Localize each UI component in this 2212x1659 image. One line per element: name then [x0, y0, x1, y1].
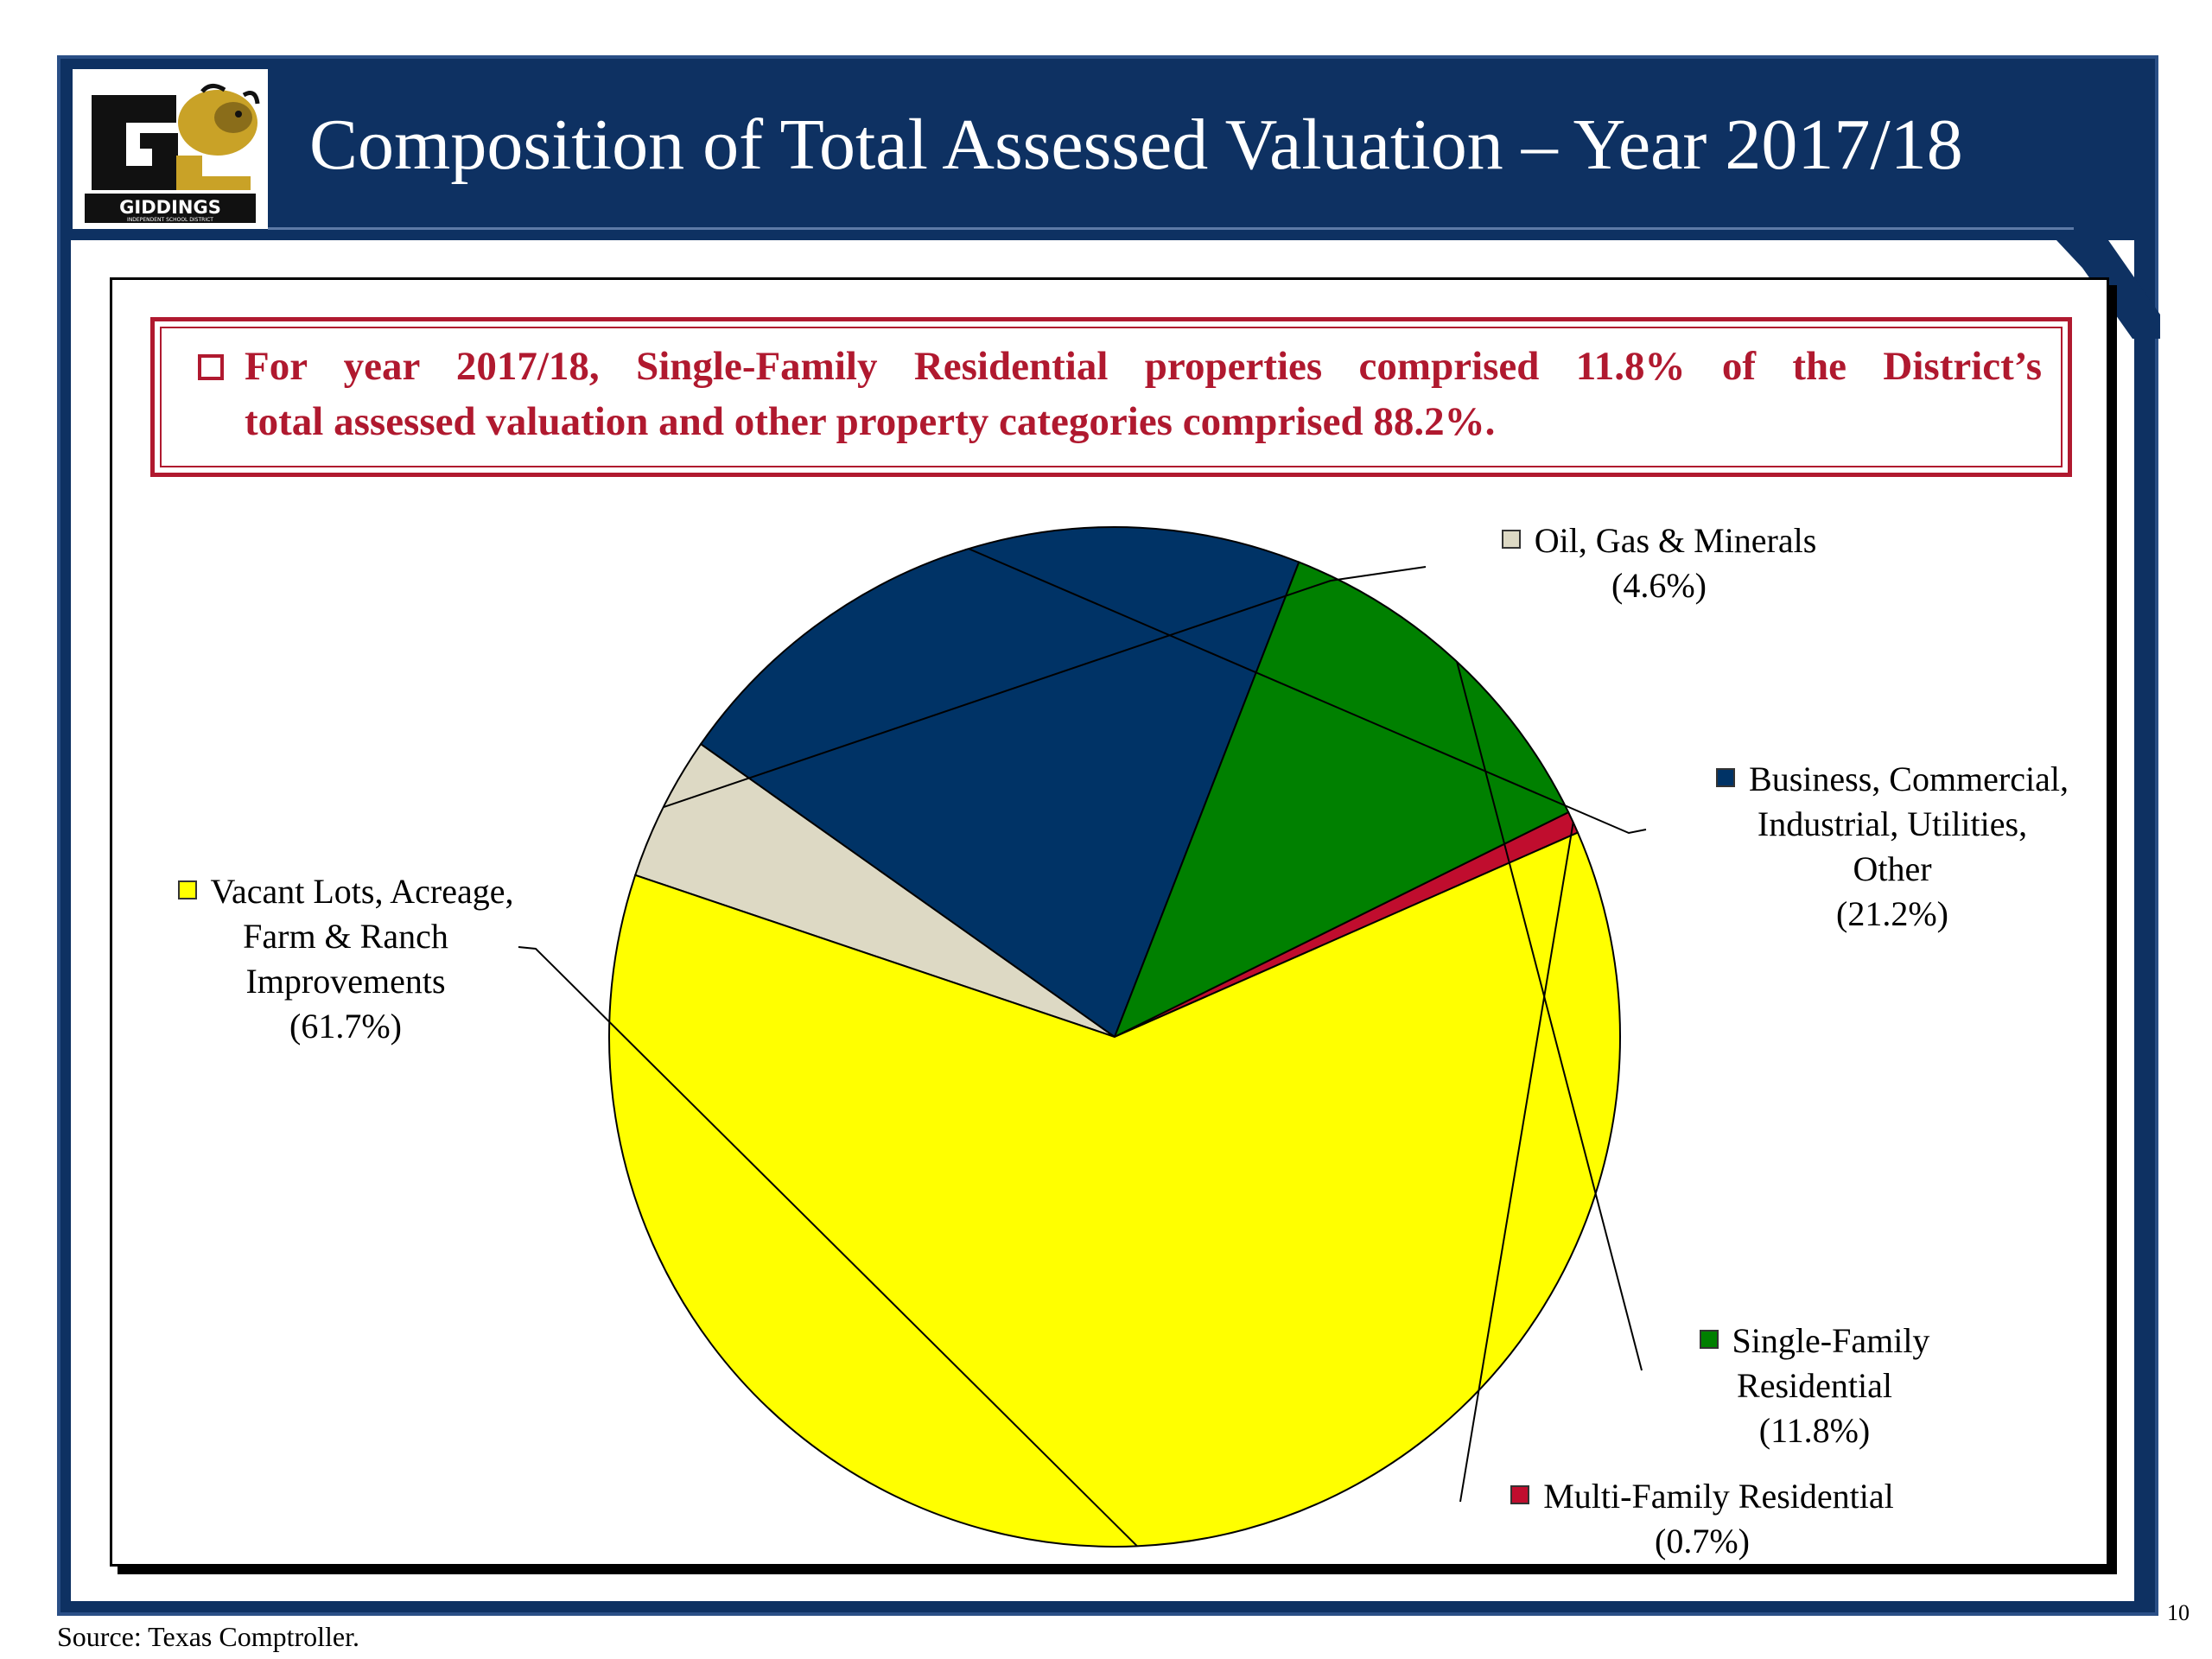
- slice-name-text: Farm & Ranch: [243, 917, 448, 956]
- leader-line-oil: [663, 566, 1427, 809]
- slice-label-vacant: Vacant Lots, Acreage, Farm & Ranch Improve…: [121, 869, 570, 1049]
- checkbox-bullet-icon: [198, 354, 224, 380]
- slice-name-text: Residential: [1737, 1366, 1892, 1405]
- slice-name-text: Vacant Lots, Acreage,: [210, 872, 514, 911]
- slice-name-text: Oil, Gas & Minerals: [1534, 521, 1817, 560]
- slice-label-business: Business, Commercial, Industrial, Utiliti…: [1650, 757, 2134, 937]
- slice-percent-multi: (0.7%): [1655, 1522, 1750, 1560]
- slice-percent-vacant: (61.7%): [289, 1007, 402, 1046]
- slice-percent-business: (21.2%): [1836, 894, 1948, 933]
- slice-label-line: Residential: [1650, 1363, 1979, 1408]
- slice-label-line: Other: [1650, 847, 2134, 892]
- source-note: Source: Texas Comptroller.: [57, 1621, 359, 1652]
- slice-label-single: Single-Family Residential (11.8%): [1650, 1319, 1979, 1453]
- slice-label-oil: Oil, Gas & Minerals (4.6%): [1417, 518, 1901, 608]
- leader-line-single: [1456, 661, 1643, 1371]
- summary-text: For year 2017/18, Single-Family Resident…: [245, 339, 2042, 449]
- svg-text:GIDDINGS: GIDDINGS: [119, 197, 221, 218]
- slice-name-text: Improvements: [245, 962, 446, 1001]
- slice-label-line: Multi-Family Residential: [1452, 1474, 1953, 1519]
- slice-label-line: Vacant Lots, Acreage,: [121, 869, 570, 914]
- summary-text-line-1: For year 2017/18, Single-Family Resident…: [245, 344, 2042, 389]
- slice-name-text: Industrial, Utilities,: [1757, 804, 2028, 843]
- svg-text:INDEPENDENT SCHOOL DISTRICT: INDEPENDENT SCHOOL DISTRICT: [127, 217, 213, 223]
- leader-line-vacant: [518, 946, 1138, 1548]
- slice-name-text: Business, Commercial,: [1749, 760, 2069, 798]
- legend-swatch-business: [1716, 768, 1736, 787]
- header-divider: [268, 227, 2074, 230]
- giddings-isd-logo: GIDDINGS INDEPENDENT SCHOOL DISTRICT: [73, 69, 268, 229]
- slice-name-text: Multi-Family Residential: [1543, 1477, 1894, 1516]
- slice-label-line: Industrial, Utilities,: [1650, 802, 2134, 847]
- slice-label-line: Oil, Gas & Minerals: [1417, 518, 1901, 563]
- slice-label-multi: Multi-Family Residential (0.7%): [1452, 1474, 1953, 1564]
- legend-swatch-single: [1699, 1330, 1719, 1349]
- slice-label-line: Single-Family: [1650, 1319, 1979, 1363]
- slide-title: Composition of Total Assessed Valuation …: [309, 105, 1963, 185]
- leader-line-multi: [1459, 822, 1574, 1503]
- legend-swatch-multi: [1510, 1485, 1530, 1504]
- legend-swatch-vacant: [177, 880, 197, 899]
- slice-percent-single: (11.8%): [1758, 1411, 1871, 1450]
- summary-callout: For year 2017/18, Single-Family Resident…: [150, 317, 2072, 477]
- summary-callout-inner-border: [160, 327, 2063, 467]
- leader-line-business: [968, 548, 1647, 835]
- slice-label-line: Farm & Ranch: [121, 914, 570, 959]
- summary-text-line-2: total assessed valuation and other prope…: [245, 399, 1496, 444]
- page-number: 10: [2167, 1600, 2190, 1625]
- slice-label-line: Business, Commercial,: [1650, 757, 2134, 802]
- slice-name-text: Other: [1853, 849, 1932, 888]
- legend-swatch-oil: [1501, 530, 1521, 549]
- slice-name-text: Single-Family: [1732, 1321, 1930, 1360]
- slice-label-line: Improvements: [121, 959, 570, 1004]
- slice-percent-oil: (4.6%): [1611, 566, 1707, 605]
